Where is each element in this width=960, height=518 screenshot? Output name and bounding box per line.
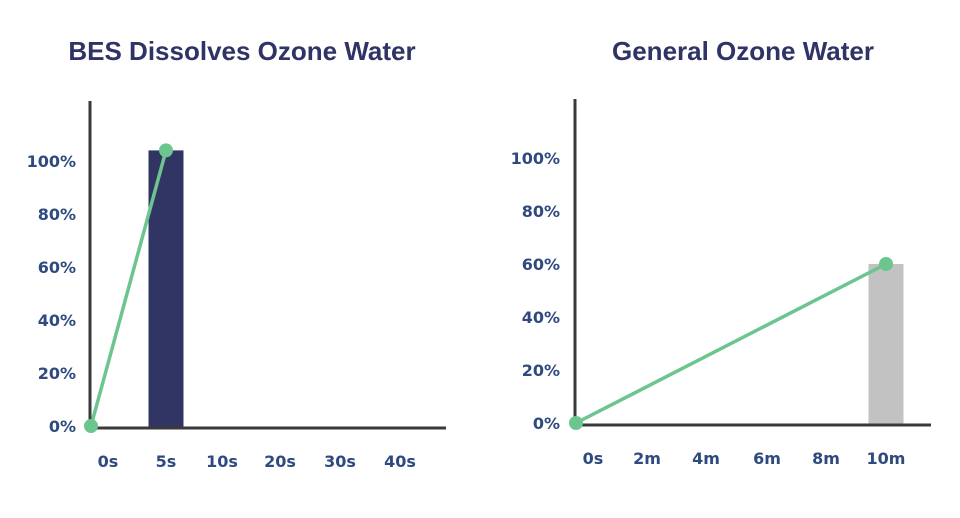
x-tick-label: 5s bbox=[156, 452, 177, 471]
y-tick-label: 80% bbox=[38, 205, 76, 224]
y-tick-label: 80% bbox=[522, 202, 560, 221]
chart-title: General Ozone Water bbox=[612, 36, 874, 66]
y-tick-label: 0% bbox=[533, 414, 560, 433]
x-tick-label: 2m bbox=[633, 449, 661, 468]
x-tick-label: 20s bbox=[264, 452, 296, 471]
line-point-0s bbox=[84, 419, 98, 433]
x-tick-label: 8m bbox=[812, 449, 840, 468]
y-tick-label: 20% bbox=[38, 364, 76, 383]
x-tick-label: 6m bbox=[753, 449, 781, 468]
line-series bbox=[89, 148, 168, 428]
line-point-0s bbox=[569, 416, 583, 430]
y-tick-label: 40% bbox=[38, 311, 76, 330]
x-tick-label: 4m bbox=[692, 449, 720, 468]
chart-bes-dissolves-ozone-water: BES Dissolves Ozone Water 0% 20% 40% 60% 80%… bbox=[27, 36, 446, 471]
y-tick-label: 100% bbox=[511, 149, 560, 168]
chart-title: BES Dissolves Ozone Water bbox=[68, 36, 415, 66]
x-tick-label: 30s bbox=[324, 452, 356, 471]
x-tick-label: 10m bbox=[867, 449, 906, 468]
x-tick-label: 10s bbox=[206, 452, 238, 471]
x-tick-label: 0s bbox=[583, 449, 604, 468]
y-tick-label: 0% bbox=[49, 417, 76, 436]
y-tick-label: 40% bbox=[522, 308, 560, 327]
y-tick-label: 100% bbox=[27, 152, 76, 171]
bar-10m bbox=[868, 264, 904, 425]
x-tick-label: 40s bbox=[384, 452, 416, 471]
line-series bbox=[574, 262, 888, 425]
y-tick-label: 20% bbox=[522, 361, 560, 380]
x-tick-label: 0s bbox=[98, 452, 119, 471]
line-point-10m bbox=[879, 257, 893, 271]
y-tick-label: 60% bbox=[522, 255, 560, 274]
y-tick-label: 60% bbox=[38, 258, 76, 277]
line-point-5s bbox=[159, 143, 173, 158]
chart-general-ozone-water: General Ozone Water 0% 20% 40% 60% 80% 100% 0s… bbox=[511, 36, 931, 468]
